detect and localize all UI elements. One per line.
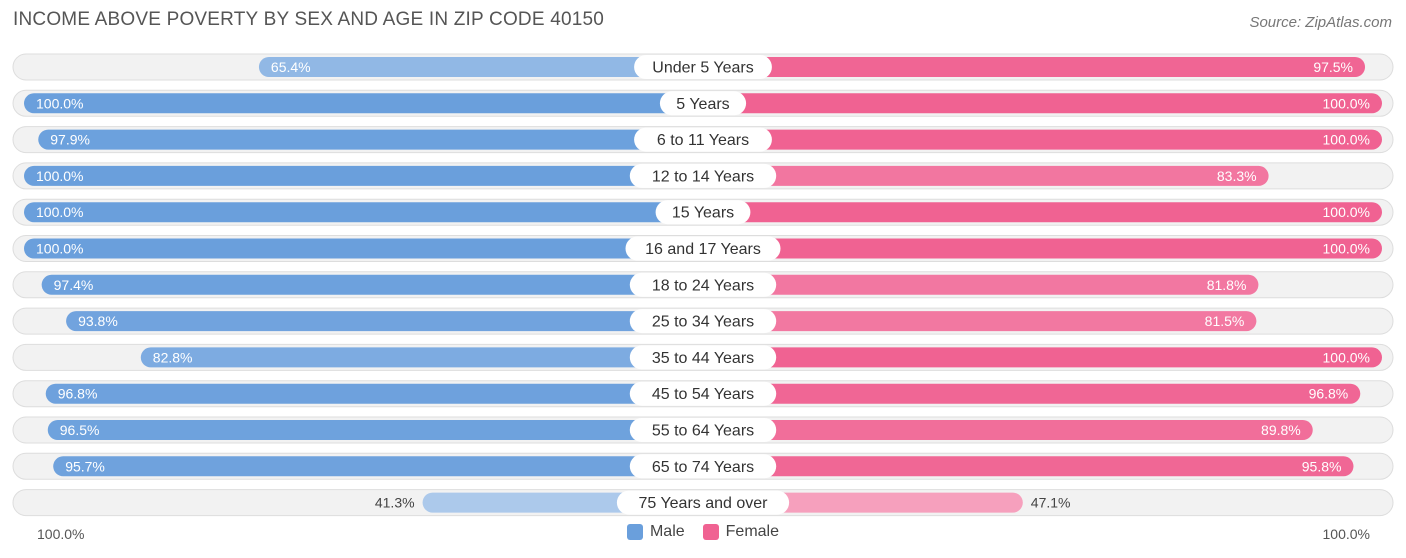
- male-value-label: 95.7%: [65, 458, 105, 474]
- female-value-label: 81.5%: [1205, 313, 1245, 329]
- legend-male-label: Male: [649, 523, 685, 540]
- axis-right-label: 100.0%: [1322, 526, 1370, 542]
- female-value-label: 100.0%: [1323, 95, 1370, 111]
- category-label: 12 to 14 Years: [652, 168, 754, 185]
- female-value-label: 100.0%: [1323, 132, 1370, 148]
- category-label: 5 Years: [676, 96, 729, 113]
- male-bar: [24, 202, 703, 223]
- male-value-label: 93.8%: [78, 313, 118, 329]
- chart-source: Source: ZipAtlas.com: [1249, 14, 1392, 31]
- male-bar: [38, 129, 704, 150]
- category-label: 16 and 17 Years: [645, 241, 761, 258]
- category-label: 55 to 64 Years: [652, 423, 754, 440]
- chart-title: INCOME ABOVE POVERTY BY SEX AND AGE IN Z…: [13, 9, 605, 30]
- female-value-label: 81.8%: [1207, 277, 1247, 293]
- category-label: 35 to 44 Years: [652, 350, 754, 367]
- male-value-label: 97.9%: [50, 132, 90, 148]
- category-pill: [629, 381, 777, 406]
- female-bar: [703, 93, 1382, 114]
- female-bar: [703, 347, 1382, 368]
- female-value-label: 100.0%: [1323, 241, 1370, 257]
- female-bar: [703, 57, 1366, 77]
- category-pill: [629, 272, 777, 297]
- male-bar: [66, 311, 703, 332]
- female-value-label: 89.8%: [1261, 422, 1301, 438]
- category-label: 18 to 24 Years: [652, 277, 754, 294]
- legend-male: Male: [626, 523, 685, 541]
- category-pill: [634, 55, 772, 79]
- category-label: 25 to 34 Years: [652, 314, 754, 331]
- male-bar: [258, 57, 703, 77]
- female-value-label: 100.0%: [1323, 349, 1370, 365]
- category-label: 75 Years and over: [639, 495, 769, 512]
- male-value-label: 97.4%: [54, 277, 94, 293]
- category-pill: [634, 127, 772, 152]
- male-value-label: 96.8%: [58, 386, 98, 402]
- male-value-label: 100.0%: [36, 168, 83, 184]
- male-value-label: 100.0%: [36, 241, 83, 257]
- female-value-label: 83.3%: [1217, 168, 1257, 184]
- female-value-label: 100.0%: [1323, 204, 1370, 220]
- female-bar: [703, 165, 1269, 186]
- category-label: 15 Years: [672, 205, 734, 222]
- legend-female: Female: [702, 523, 780, 541]
- male-bar: [47, 420, 703, 440]
- male-bar: [140, 347, 704, 368]
- category-pill: [629, 163, 777, 188]
- legend-male-swatch: [626, 524, 643, 540]
- category-label: 65 to 74 Years: [652, 459, 754, 476]
- axis-left-label: 100.0%: [37, 526, 85, 542]
- female-value-label: 47.1%: [1031, 495, 1071, 511]
- male-bar: [24, 238, 703, 259]
- male-bar: [24, 93, 703, 114]
- legend: Male Female: [0, 523, 1406, 541]
- female-bar: [703, 238, 1382, 259]
- category-pill: [629, 309, 777, 334]
- category-pill: [629, 454, 777, 479]
- category-pill: [625, 236, 781, 261]
- category-pill: [655, 200, 751, 225]
- category-pill: [616, 490, 790, 515]
- male-value-label: 41.3%: [375, 495, 415, 511]
- category-label: 45 to 54 Years: [652, 386, 754, 403]
- female-bar: [703, 274, 1259, 295]
- female-bar: [703, 202, 1382, 223]
- female-bar: [703, 129, 1382, 150]
- category-label: Under 5 Years: [652, 60, 753, 77]
- male-value-label: 100.0%: [36, 204, 83, 220]
- category-pill: [659, 91, 747, 116]
- category-label: 6 to 11 Years: [657, 132, 749, 149]
- male-bar: [41, 274, 704, 295]
- male-value-label: 100.0%: [36, 95, 83, 111]
- female-bar: [703, 420, 1313, 440]
- category-pill: [629, 345, 777, 370]
- male-bar: [45, 383, 703, 404]
- male-bar: [53, 456, 703, 477]
- legend-female-label: Female: [725, 523, 780, 540]
- female-value-label: 95.8%: [1302, 458, 1342, 474]
- male-bar: [24, 165, 703, 186]
- male-value-label: 65.4%: [271, 59, 311, 75]
- female-value-label: 97.5%: [1313, 59, 1353, 75]
- female-bar: [703, 311, 1257, 332]
- female-bar: [703, 456, 1354, 477]
- female-bar: [703, 383, 1361, 404]
- male-value-label: 96.5%: [60, 422, 100, 438]
- male-value-label: 82.8%: [153, 349, 193, 365]
- category-pill: [629, 418, 777, 442]
- female-value-label: 96.8%: [1309, 386, 1349, 402]
- legend-female-swatch: [702, 524, 719, 540]
